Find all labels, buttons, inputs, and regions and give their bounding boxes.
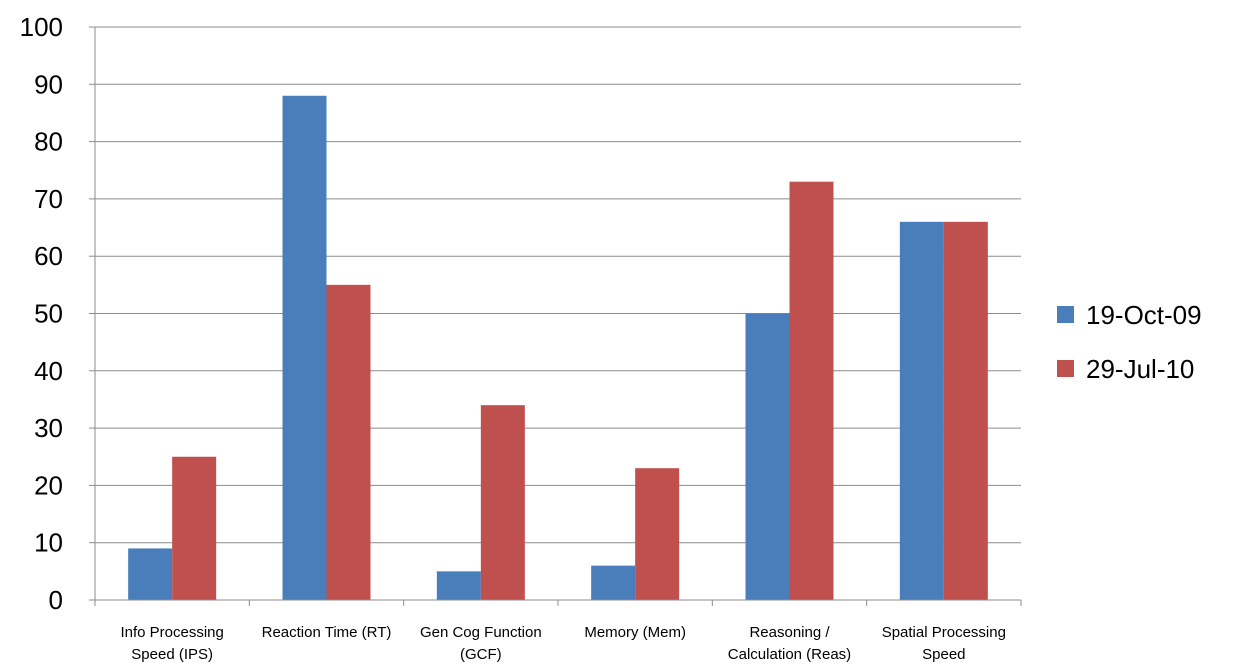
y-tick-label: 70 xyxy=(34,184,63,214)
bar-19-Oct-09-1 xyxy=(282,95,327,600)
legend-swatch xyxy=(1057,306,1074,323)
x-tick-label: Gen Cog Function (GCF) xyxy=(420,624,542,663)
bar-19-Oct-09-4 xyxy=(745,313,790,600)
bar-19-Oct-09-3 xyxy=(591,565,636,600)
y-tick-label: 10 xyxy=(34,528,63,558)
y-tick-label: 50 xyxy=(34,299,63,329)
bar-29-Jul-10-4 xyxy=(789,181,834,600)
y-axis-tick-labels: 0 10 20 30 40 50 60 70 80 90 100 xyxy=(20,12,63,615)
legend-label: 29-Jul-10 xyxy=(1086,354,1194,384)
bar-29-Jul-10-0 xyxy=(172,456,217,600)
y-tick-label: 60 xyxy=(34,241,63,271)
x-tick-label: Spatial Processing Speed xyxy=(882,624,1006,663)
y-tick-label: 100 xyxy=(20,12,63,42)
gridlines xyxy=(95,26,1021,544)
y-tick-label: 90 xyxy=(34,69,63,99)
bar-29-Jul-10-3 xyxy=(635,468,680,600)
y-tick-label: 30 xyxy=(34,413,63,443)
axes xyxy=(89,26,1022,606)
x-tick-label: Memory (Mem) xyxy=(584,624,686,641)
x-tick-label: Reasoning / Calculation (Reas) xyxy=(728,624,851,663)
bar-19-Oct-09-0 xyxy=(128,548,173,600)
bars xyxy=(128,95,988,600)
x-tick-label: Info Processing Speed (IPS) xyxy=(120,624,223,663)
legend-swatch xyxy=(1057,360,1074,377)
x-axis-tick-labels: Info Processing Speed (IPS) Reaction Time … xyxy=(120,624,1005,663)
y-tick-label: 80 xyxy=(34,127,63,157)
bar-19-Oct-09-5 xyxy=(899,221,944,600)
bar-29-Jul-10-2 xyxy=(480,405,525,600)
legend: 19-Oct-09 29-Jul-10 xyxy=(1057,300,1202,384)
x-tick-label: Reaction Time (RT) xyxy=(262,624,392,641)
bar-29-Jul-10-5 xyxy=(943,221,988,600)
y-tick-label: 0 xyxy=(49,585,63,615)
bar-19-Oct-09-2 xyxy=(436,571,481,600)
legend-label: 19-Oct-09 xyxy=(1086,300,1202,330)
y-tick-label: 20 xyxy=(34,470,63,500)
bar-29-Jul-10-1 xyxy=(326,284,371,600)
y-tick-label: 40 xyxy=(34,356,63,386)
